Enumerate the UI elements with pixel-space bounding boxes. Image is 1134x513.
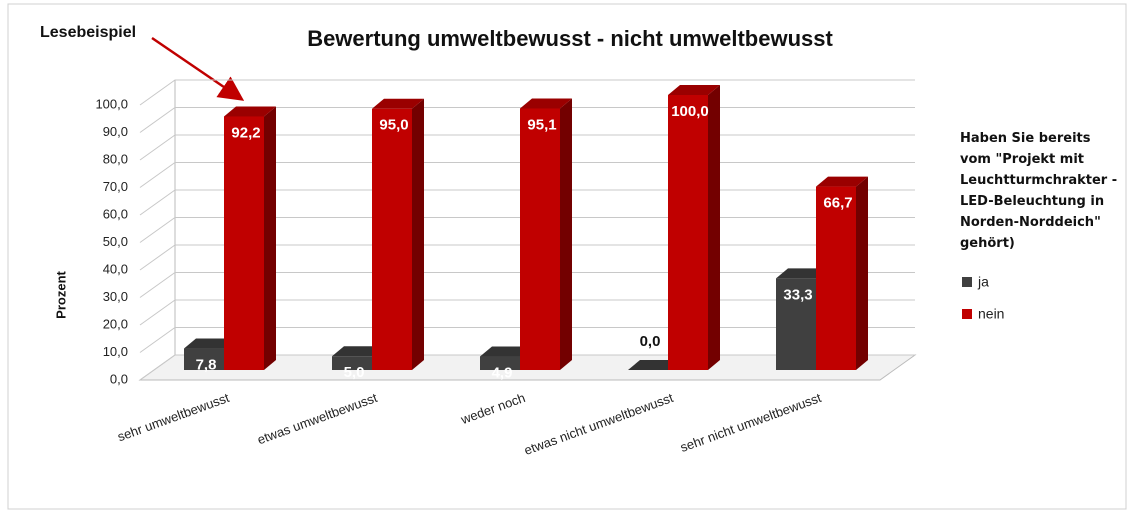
bar-front	[184, 348, 224, 370]
data-label: 66,7	[823, 195, 852, 212]
bar-top	[480, 346, 532, 357]
x-tick-label: weder noch	[458, 390, 527, 427]
bar-front	[668, 95, 708, 370]
y-tick-label: 30,0	[103, 289, 128, 304]
x-tick-label: etwas umweltbewusst	[255, 390, 379, 447]
grid-line	[139, 79, 915, 106]
bar-top	[668, 85, 720, 95]
bar-front	[480, 356, 520, 370]
bar-front	[224, 116, 264, 370]
legend-label: nein	[978, 306, 1004, 322]
y-tick-label: 0,0	[110, 371, 128, 386]
data-label: 0,0	[640, 333, 661, 350]
bar	[668, 85, 720, 370]
bar	[520, 98, 572, 370]
legend-label: ja	[977, 274, 989, 290]
data-label: 4,9	[492, 364, 513, 381]
bar	[816, 176, 868, 370]
legend-title: Haben Sie bereits vom "Projekt mit Leuch…	[960, 131, 1118, 251]
bar-top	[628, 360, 680, 370]
bar-top	[372, 98, 424, 109]
y-tick-label: 90,0	[103, 124, 128, 139]
bar-front	[816, 186, 856, 370]
bar-front	[332, 356, 372, 370]
bar-side	[412, 98, 424, 370]
bar	[628, 360, 680, 370]
y-tick-label: 70,0	[103, 179, 128, 194]
data-label: 5,0	[344, 364, 365, 381]
annotation: Lesebeispiel	[40, 24, 136, 41]
legend-swatch	[962, 309, 972, 319]
frame	[7, 3, 1127, 510]
bar-front	[520, 108, 560, 370]
chart-title: Bewertung umweltbewusst - nicht umweltbe…	[307, 26, 833, 51]
bar-side	[264, 106, 276, 370]
data-label: 95,0	[379, 117, 408, 134]
y-tick-label: 50,0	[103, 234, 128, 249]
x-tick-label: etwas nicht umweltbewusst	[522, 390, 676, 458]
bar-top	[224, 106, 276, 117]
bar-top	[816, 176, 868, 187]
data-label: 7,8	[196, 357, 217, 374]
legend-swatch	[962, 277, 972, 287]
bar-top	[184, 338, 236, 349]
x-tick-label: sehr umweltbewusst	[115, 390, 231, 445]
y-axis-label: Prozent	[53, 270, 68, 318]
bar-side	[708, 85, 720, 370]
annotation-arrow	[151, 36, 245, 101]
y-tick-label: 40,0	[103, 261, 128, 276]
bar-front	[776, 278, 816, 370]
data-label: 92,2	[231, 124, 260, 141]
data-label: 33,3	[783, 286, 812, 303]
bar-side	[560, 98, 572, 370]
bar	[224, 106, 276, 370]
data-label: 95,1	[527, 116, 556, 133]
y-tick-label: 60,0	[103, 206, 128, 221]
bar-side	[856, 176, 868, 370]
x-tick-label: sehr nicht umweltbewusst	[678, 390, 823, 455]
y-tick-label: 10,0	[103, 344, 128, 359]
bar-front	[372, 108, 412, 370]
bar-top	[776, 268, 828, 279]
y-tick-label: 80,0	[103, 151, 128, 166]
y-tick-label: 20,0	[103, 316, 128, 331]
data-label: 100,0	[671, 103, 709, 120]
bar-top	[520, 98, 572, 109]
bar	[372, 98, 424, 370]
bar-top	[332, 346, 384, 357]
y-tick-label: 100,0	[95, 96, 128, 111]
